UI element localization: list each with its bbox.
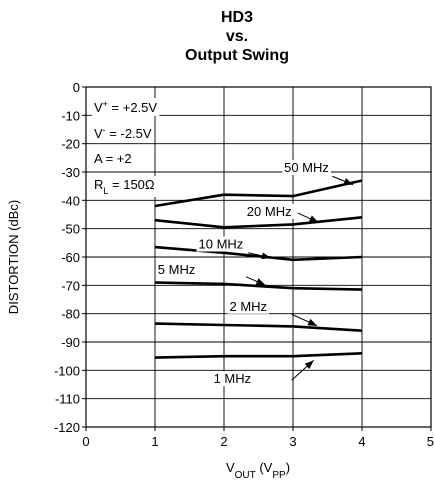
- condition-backdrop: [92, 98, 160, 116]
- x-axis-label: VOUT (VPP): [226, 460, 290, 481]
- series-label-backdrop: [196, 236, 246, 252]
- y-tick-label: -20: [61, 137, 80, 152]
- data-series: [154, 179, 363, 359]
- y-tick-label: -30: [61, 165, 80, 180]
- y-tick-label: -70: [61, 278, 80, 293]
- series-label-4: 5 MHz: [158, 262, 196, 277]
- y-tick-label: -40: [61, 193, 80, 208]
- annotation-arrowhead: [307, 318, 318, 326]
- condition-vminus: V- = -2.5V: [94, 125, 152, 141]
- series-label-3: 10 MHz: [199, 237, 244, 252]
- y-tick-label: -60: [61, 250, 80, 265]
- y-tick-label: -90: [61, 335, 80, 350]
- condition-backdrop: [92, 176, 157, 197]
- annotation-arrowhead: [261, 252, 271, 260]
- series-label-backdrop: [282, 160, 331, 175]
- y-tick-label: -100: [54, 363, 80, 378]
- series-label-6: 1 MHz: [214, 371, 252, 386]
- series-label-2: 20 MHz: [247, 204, 292, 219]
- condition-gain: A = +2: [94, 151, 132, 166]
- chart-title-line-3: Output Swing: [185, 47, 289, 64]
- series-label-5: 2 MHz: [230, 299, 268, 314]
- x-tick-label: 3: [289, 434, 296, 449]
- series-line-6: [154, 352, 363, 359]
- series-line-5: [154, 322, 363, 332]
- y-tick-label: -50: [61, 222, 80, 237]
- condition-backdrop: [92, 124, 154, 142]
- x-tick-label: 1: [151, 434, 158, 449]
- chart-title-line-2: vs.: [226, 28, 248, 45]
- series-line-4: [154, 281, 363, 291]
- conditions-backdrop: [92, 98, 160, 197]
- axis-ticks: 0 -10 -20 -30 -40 -50 -60 -70 -80 -90 -100 -110 -120…: [54, 80, 434, 449]
- y-tick-label: -110: [55, 392, 80, 407]
- x-tick-label: 2: [220, 434, 227, 449]
- series-label-backdrop: [244, 203, 294, 219]
- x-tick-label: 4: [358, 434, 365, 449]
- y-axis-label: DISTORTION (dBc): [6, 200, 21, 314]
- annotation-arrowhead: [304, 360, 314, 369]
- y-tick-label: 0: [73, 80, 80, 95]
- annotation-arrowhead: [308, 215, 319, 223]
- condition-load: RL = 150Ω: [94, 177, 155, 196]
- series-line-3: [154, 245, 363, 262]
- series-line-1: [154, 179, 363, 208]
- series-label-backdrop: [211, 371, 254, 387]
- series-label-1: 50 MHz: [284, 160, 329, 175]
- condition-backdrop: [92, 150, 134, 167]
- y-tick-label: -80: [61, 307, 80, 322]
- annotation-arrowhead: [343, 178, 353, 185]
- x-tick-label: 5: [427, 434, 434, 449]
- chart-title-line-1: HD3: [221, 9, 253, 26]
- series-label-backdrop: [155, 262, 198, 277]
- x-tick-label: 0: [82, 434, 89, 449]
- y-tick-label: -120: [54, 420, 80, 435]
- series-label-backdrop: [227, 298, 270, 314]
- annotation-arrowhead: [255, 278, 266, 286]
- series-line-2: [154, 216, 363, 229]
- condition-vplus: V+ = +2.5V: [94, 99, 157, 115]
- y-tick-label: -10: [61, 108, 80, 123]
